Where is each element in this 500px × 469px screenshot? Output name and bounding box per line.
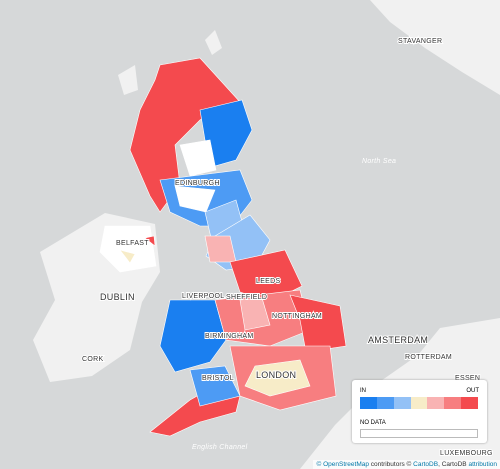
region — [239, 297, 271, 331]
legend-scale — [360, 397, 479, 409]
place-label: SHEFFIELD — [226, 294, 267, 301]
place-label: LONDON — [256, 370, 296, 380]
place-label: NOTTINGHAM — [272, 313, 322, 320]
place-label: AMSTERDAM — [368, 335, 428, 345]
legend-swatch — [461, 397, 479, 409]
attribution: © OpenStreetMap contributors © CartoDB, … — [313, 460, 500, 469]
legend-swatch — [410, 397, 428, 409]
place-label: STAVANGER — [398, 38, 442, 45]
legend-swatch — [444, 397, 462, 409]
attribution-text: contributors © — [370, 461, 412, 468]
regions — [99, 57, 347, 437]
legend-swatch — [376, 397, 394, 409]
place-label: BELFAST — [116, 240, 149, 247]
region — [189, 365, 241, 407]
legend-in: IN — [360, 388, 366, 394]
legend-swatch — [393, 397, 411, 409]
legend-swatch — [427, 397, 445, 409]
legend-swatch — [360, 397, 377, 409]
cartodb-link[interactable]: CartoDB — [413, 461, 439, 468]
place-label: DUBLIN — [100, 292, 135, 302]
region — [179, 139, 217, 177]
place-label: LEEDS — [256, 278, 280, 285]
legend-out: OUT — [466, 388, 479, 394]
place-label: ROTTERDAM — [405, 354, 452, 361]
attribution-text: , CartoDB — [438, 461, 467, 468]
sea-label: English Channel — [192, 444, 248, 451]
place-label: BIRMINGHAM — [205, 333, 254, 340]
region — [144, 235, 156, 247]
legend-no-data: NO DATA — [360, 420, 386, 426]
place-label: BRISTOL — [202, 375, 234, 382]
sea-label: North Sea — [362, 158, 396, 165]
place-label: ESSEN — [455, 375, 480, 382]
legend: IN OUT NO DATA — [352, 380, 487, 443]
region — [99, 225, 157, 273]
region — [199, 99, 253, 167]
place-label: EDINBURGH — [175, 180, 220, 187]
place-label: LIVERPOOL — [182, 293, 224, 300]
attribution-link[interactable]: attribution — [468, 461, 497, 468]
no-data-swatch — [360, 429, 478, 438]
region — [119, 249, 136, 264]
osm-link[interactable]: © OpenStreetMap — [316, 461, 369, 468]
place-label: CORK — [82, 356, 103, 363]
place-label: LUXEMBOURG — [440, 450, 493, 457]
region — [244, 359, 311, 397]
